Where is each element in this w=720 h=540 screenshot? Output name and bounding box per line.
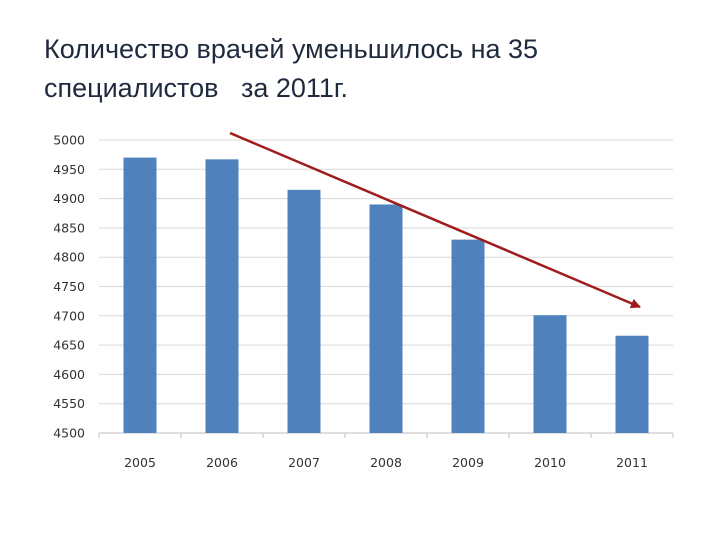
y-tick-label: 4700 (53, 308, 85, 323)
annotations (229, 131, 641, 309)
y-tick-label: 4900 (53, 191, 85, 206)
bar-2011 (615, 335, 649, 433)
x-tick-label: 2007 (288, 455, 320, 470)
trend-arrow (229, 131, 641, 309)
bar-2008 (369, 204, 403, 433)
y-tick-label: 4850 (53, 220, 85, 235)
bar-2007 (287, 189, 321, 433)
title-line-1: Количество врачей уменьшилось на 35 (44, 34, 539, 64)
y-tick-label: 4600 (53, 367, 85, 382)
bar-2010 (533, 315, 567, 433)
x-axis-labels: 2005 2006 2007 2008 2009 2010 2011 (124, 455, 648, 470)
x-tick-label: 2005 (124, 455, 156, 470)
x-tick-label: 2011 (616, 455, 648, 470)
y-tick-label: 4950 (53, 162, 85, 177)
x-tick-label: 2009 (452, 455, 484, 470)
y-tick-label: 4750 (53, 279, 85, 294)
title-line-2: специалистов за 2011г. (44, 73, 348, 103)
x-tick-label: 2008 (370, 455, 402, 470)
bar-2006 (205, 159, 239, 433)
y-tick-label: 5000 (53, 133, 85, 148)
slide-title: Количество врачей уменьшилось на 35 спец… (44, 30, 704, 108)
x-tick-label: 2006 (206, 455, 238, 470)
x-tick-label: 2010 (534, 455, 566, 470)
y-tick-label: 4800 (53, 250, 85, 265)
y-tick-label: 4550 (53, 396, 85, 411)
bar-2009 (451, 239, 485, 433)
bars (123, 157, 649, 433)
bar-2005 (123, 157, 157, 433)
y-axis-labels: 5000 4950 4900 4850 4800 4750 4700 4650 4600 4550… (53, 133, 85, 441)
y-tick-label: 4650 (53, 338, 85, 353)
y-tick-label: 4500 (53, 426, 85, 441)
